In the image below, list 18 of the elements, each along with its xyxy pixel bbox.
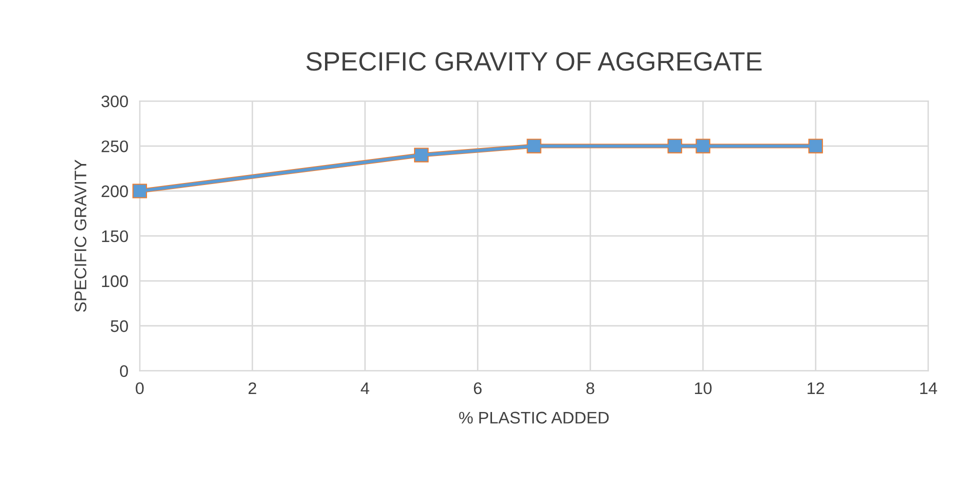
chart-title: SPECIFIC GRAVITY OF AGGREGATE [306,52,762,71]
y-tick-label: 250 [102,140,128,152]
y-tick-label: 150 [102,230,128,242]
x-tick-label: 4 [360,382,370,394]
y-tick-label: 50 [110,320,128,332]
x-tick-label: 8 [586,382,594,394]
y-tick-label: 100 [102,275,128,288]
x-tick-label: 12 [808,382,824,394]
y-tick-label: 300 [101,95,128,108]
x-tick-label: 10 [694,382,712,394]
x-tick-label: 2 [248,382,256,394]
x-tick-label: 14 [920,382,938,394]
y-tick-label: 0 [120,365,128,378]
x-tick-label: 6 [474,382,482,394]
x-axis-title: % PLASTIC ADDED [459,412,609,424]
y-tick-label: 200 [102,185,128,198]
x-tick-label: 0 [136,382,144,394]
y-axis-title: SPECIFIC GRAVITY [74,160,86,312]
